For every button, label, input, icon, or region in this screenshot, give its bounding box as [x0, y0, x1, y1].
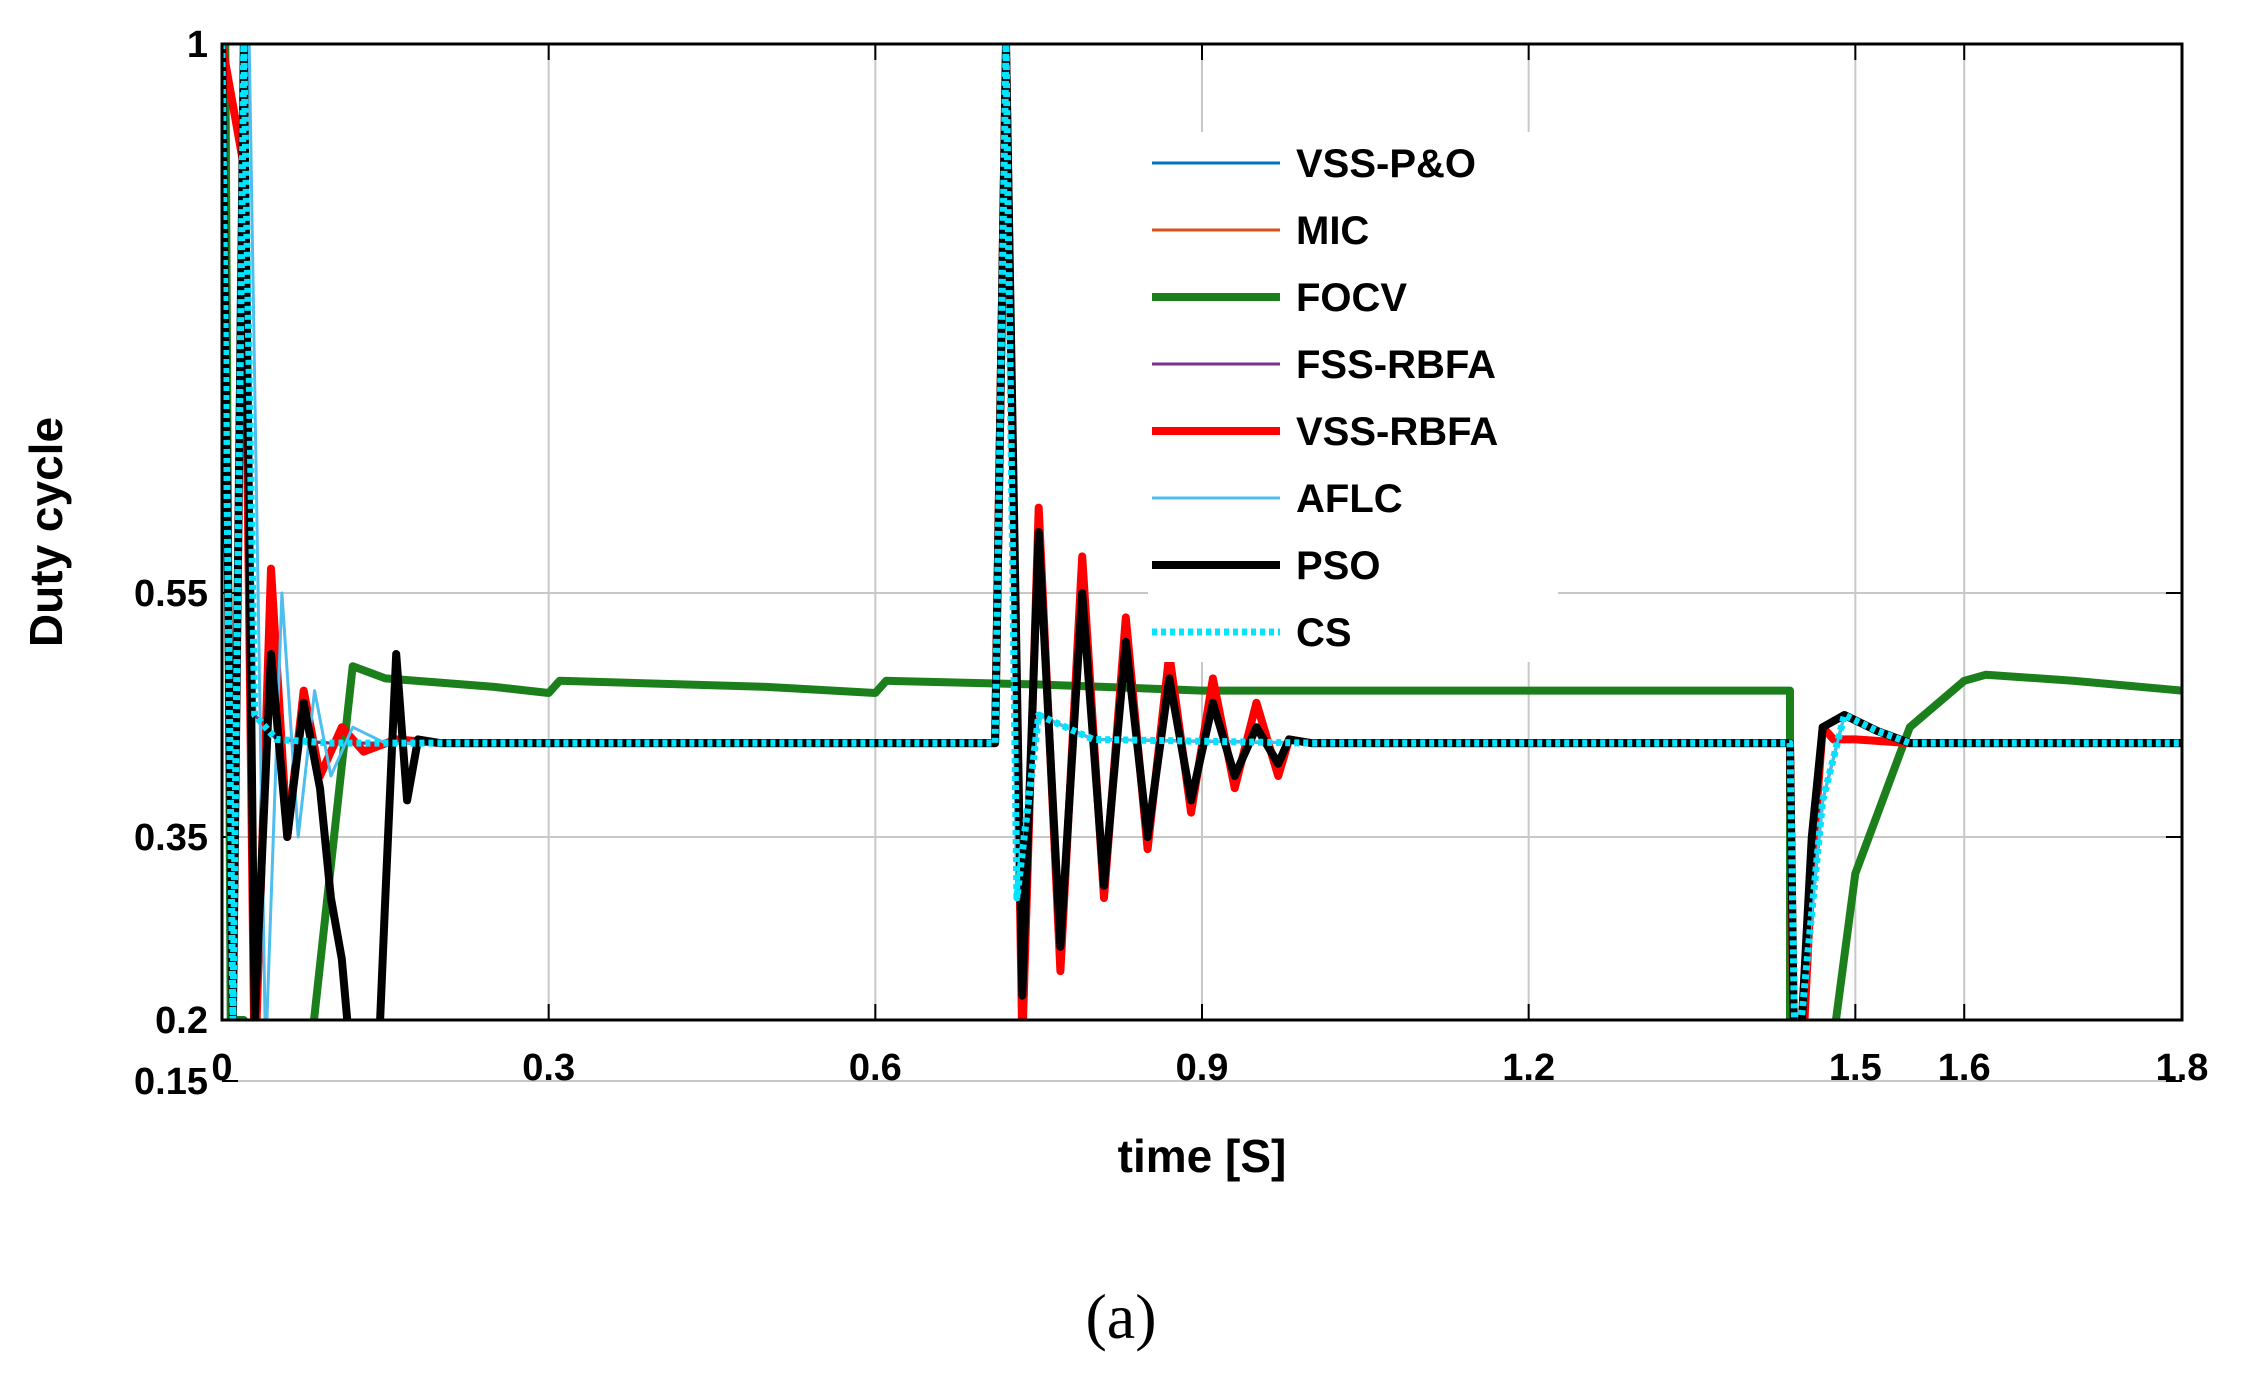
figure-caption: (a) — [1085, 1281, 1156, 1352]
x-tick-label: 1.2 — [1502, 1047, 1555, 1089]
x-tick-label: 1.8 — [2156, 1047, 2209, 1089]
x-axis-label: time [S] — [1118, 1130, 1287, 1182]
y-axis-label: Duty cycle — [20, 417, 72, 647]
legend-label: MIC — [1296, 209, 1369, 253]
series-line-focv — [222, 44, 2182, 1020]
plot-area — [222, 44, 2182, 1020]
legend-label: VSS-P&O — [1296, 142, 1476, 186]
x-tick-label: 0.3 — [522, 1047, 575, 1089]
series-line-cs — [222, 44, 2182, 1020]
x-tick-label: 0 — [211, 1047, 232, 1089]
legend-label: PSO — [1296, 544, 1380, 588]
x-tick-label: 0.6 — [849, 1047, 902, 1089]
y-tick-labels: 0.2 0.15 0.35 0.55 1 — [134, 24, 208, 1103]
legend-label: CS — [1296, 611, 1352, 655]
y-tick-label: 1 — [187, 24, 208, 66]
y-tick-label: 0.15 — [134, 1061, 208, 1103]
x-tick-label: 1.5 — [1829, 1047, 1882, 1089]
plot-frame — [220, 42, 2184, 1022]
legend: VSS-P&O MIC FOCV FSS-RBFA VSS-RBFA AFLC PSO CS — [1148, 132, 1558, 662]
series-lines — [222, 44, 2182, 1020]
legend-label: VSS-RBFA — [1296, 410, 1498, 454]
legend-items: VSS-P&O MIC FOCV FSS-RBFA VSS-RBFA AFLC PSO CS — [1152, 142, 1498, 655]
x-tick-labels: 0 0.3 0.6 0.9 1.2 1.5 1.6 1.8 — [211, 1047, 2208, 1089]
legend-label: AFLC — [1296, 477, 1403, 521]
legend-label: FSS-RBFA — [1296, 343, 1496, 387]
x-tick-label: 0.9 — [1176, 1047, 1229, 1089]
y-tick-label: 0.35 — [134, 817, 208, 859]
legend-label: FOCV — [1296, 276, 1407, 320]
y-tick-label: 0.2 — [155, 1000, 208, 1042]
x-tick-label: 1.6 — [1938, 1047, 1991, 1089]
legend-box — [1148, 132, 1558, 662]
y-tick-label: 0.55 — [134, 573, 208, 615]
